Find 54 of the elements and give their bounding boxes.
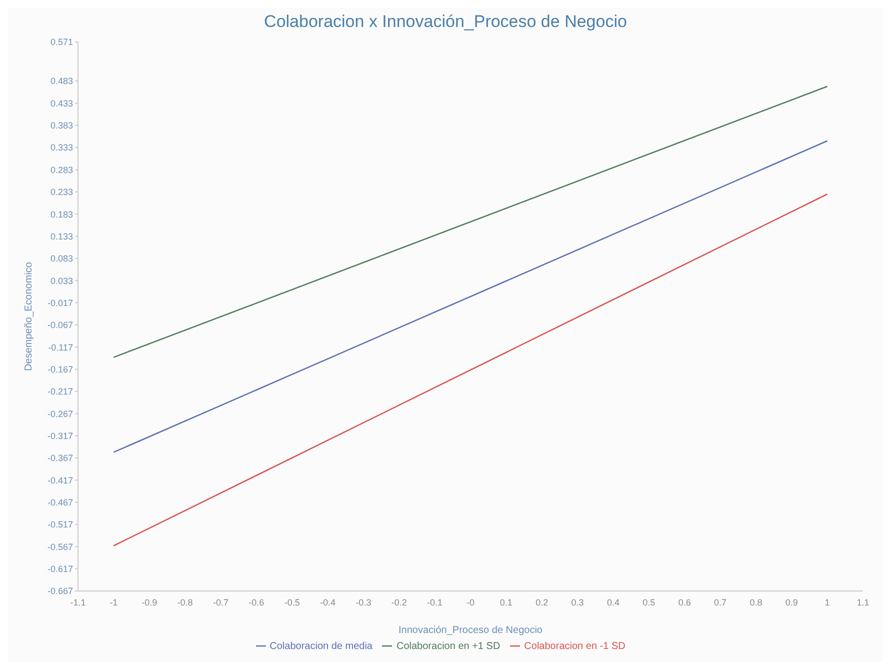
y-tick-label: -0.517: [47, 520, 73, 530]
x-axis-title: Innovación_Proceso de Negocio: [398, 625, 543, 636]
x-tick-label: 0.5: [642, 597, 656, 608]
y-tick-label: 0.333: [50, 142, 73, 153]
y-tick-label: -0.467: [47, 498, 73, 508]
x-tick-label: 0.8: [750, 597, 762, 608]
legend-label: Colaboracion en -1 SD: [524, 641, 626, 652]
y-tick-label: -0.067: [47, 320, 73, 330]
x-tick-label: 0.4: [606, 597, 620, 608]
x-tick-label: -0.2: [391, 597, 407, 608]
x-tick-label: 1: [824, 597, 830, 608]
y-tick-label: -0.267: [47, 408, 73, 419]
y-tick-label: 0.033: [50, 276, 73, 286]
y-tick-label: -0.017: [47, 298, 73, 308]
x-tick-label: 0.9: [785, 597, 798, 608]
x-tick-label: 0.2: [536, 597, 548, 608]
x-tick-label: 0.7: [714, 597, 727, 608]
y-tick-label: 0.183: [50, 209, 73, 220]
y-tick-label: 0.383: [50, 120, 73, 131]
x-tick-label: -0.6: [248, 597, 264, 608]
y-tick-label: 0.233: [50, 187, 73, 198]
x-tick-label: -0.9: [142, 597, 158, 608]
x-tick-label: -0.8: [177, 597, 193, 608]
y-tick-label: 0.283: [50, 164, 73, 175]
x-tick-label: -0.1: [427, 597, 443, 608]
y-tick-label: -0.317: [47, 430, 73, 441]
y-tick-label: 0.083: [50, 254, 73, 264]
x-tick-label: 0.1: [500, 597, 512, 608]
x-tick-label: -0.4: [320, 597, 336, 608]
x-tick-label: 0.6: [678, 597, 691, 608]
x-tick-label: -0.3: [356, 597, 372, 608]
y-tick-label: -0.217: [47, 386, 73, 397]
y-tick-label: -0.367: [47, 453, 73, 464]
y-tick-label: 0.433: [50, 98, 73, 108]
y-tick-label: 0.483: [50, 76, 73, 86]
y-tick-label: 0.133: [50, 231, 73, 242]
legend-label: Colaboracion en +1 SD: [396, 641, 500, 652]
y-tick-label: 0.571: [50, 37, 73, 48]
x-tick-label: -0.7: [212, 597, 228, 608]
legend-label: Colaboracion de media: [270, 641, 372, 652]
x-tick-label: 1.1: [856, 597, 870, 608]
y-tick-label: -0.617: [47, 564, 73, 574]
x-tick-label: -0.5: [284, 597, 300, 608]
y-tick-label: -0.117: [48, 342, 73, 352]
y-tick-label: -0.417: [47, 475, 73, 486]
y-tick-label: -0.567: [47, 542, 73, 552]
y-tick-label: -0.167: [47, 364, 73, 374]
chart-title: Colaboracion x Innovación_Proceso de Negocio: [263, 11, 628, 32]
x-tick-label: -1.1: [70, 597, 86, 608]
y-axis-title: Desempeño_Economico: [24, 262, 35, 371]
x-tick-label: -0: [466, 597, 475, 608]
y-tick-label: -0.667: [47, 586, 73, 596]
x-tick-label: 0.3: [571, 597, 584, 608]
x-tick-label: -1: [110, 597, 118, 608]
